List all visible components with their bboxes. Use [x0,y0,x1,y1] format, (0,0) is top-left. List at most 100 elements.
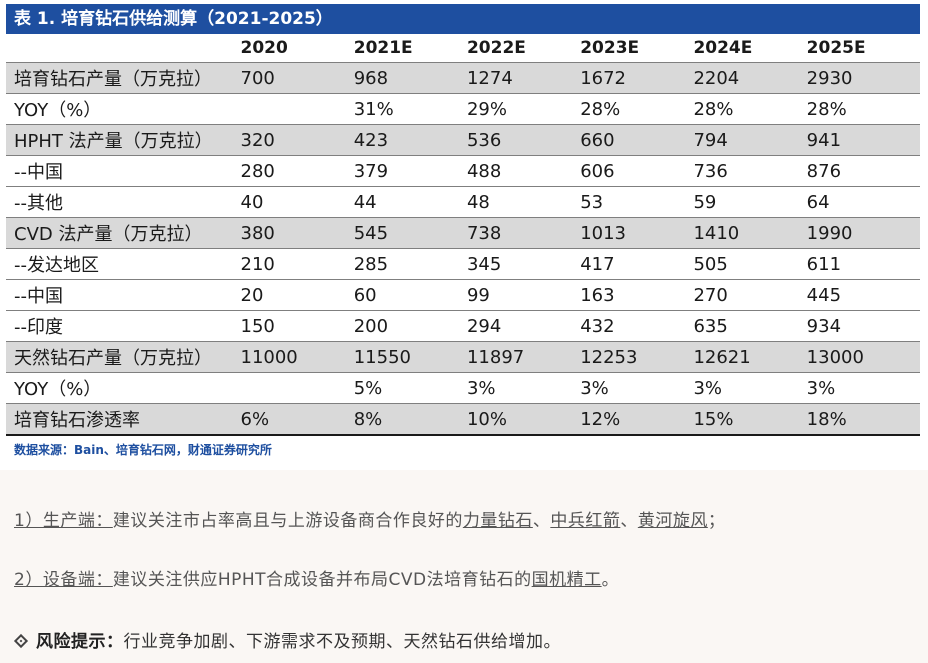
table-cell: 345 [466,248,581,280]
supply-table: 2020 2021E 2022E 2023E 2024E 2025E 培育钻石产… [6,34,920,436]
table-cell: 2930 [806,62,920,94]
notes-section: 1）生产端：建议关注市占率高且与上游设备商合作良好的力量钻石、中兵红箭、黄河旋风… [0,470,928,663]
row-label: --印度 [6,310,241,342]
table-row: --其他 40 44 48 53 59 64 [6,186,920,218]
table-row: 天然钻石产量（万克拉） 11000 11550 11897 12253 12621 1300… [6,341,920,373]
row-label: YOY（%） [6,93,241,125]
table-cell: 270 [693,279,807,311]
table-cell: 5% [353,372,467,404]
table-cell: 1274 [466,62,581,94]
table-cell: 635 [693,310,807,342]
stock-link[interactable]: 力量钻石 [462,511,533,531]
table-cell: 150 [240,310,354,342]
table-row: --中国 20 60 99 163 270 445 [6,279,920,311]
table-row: --发达地区 210 285 345 417 505 611 [6,248,920,280]
table-cell: 99 [466,279,581,311]
table-cell: 64 [806,186,920,218]
table-cell: 29% [466,93,581,125]
table-cell: 1410 [693,217,807,249]
table-cell: 736 [693,155,807,187]
table-cell: 1013 [580,217,694,249]
table-cell: 48 [466,186,581,218]
table-cell: 1990 [806,217,920,249]
table-header-row: 2020 2021E 2022E 2023E 2024E 2025E [6,34,920,63]
table-cell: 44 [353,186,467,218]
table-row: YOY（%） 31% 29% 28% 28% 28% [6,93,920,125]
table-row: --印度 150 200 294 432 635 934 [6,310,920,342]
table-cell: 18% [806,403,920,436]
table-cell: 40 [240,186,354,218]
header-cell: 2022E [466,38,526,58]
stock-link[interactable]: 国机精工 [531,570,602,590]
table-cell: 53 [580,186,694,218]
header-cell: 2021E [353,38,413,58]
note-prefix: 1）生产端： [14,511,113,531]
table-cell: 488 [466,155,581,187]
table-cell: 445 [806,279,920,311]
table-cell: 12253 [580,341,694,373]
table-cell: 432 [580,310,694,342]
row-label: --中国 [6,155,241,187]
table-cell: 700 [240,62,354,94]
table-cell: 294 [466,310,581,342]
table-title: 表 1. 培育钻石供给测算（2021-2025） [6,4,920,34]
note-text: 建议关注市占率高且与上游设备商合作良好的 [112,511,463,531]
stock-link[interactable]: 黄河旋风 [637,511,708,531]
table-cell: 285 [353,248,467,280]
table-cell: 28% [693,93,807,125]
note-end: 。 [601,570,620,590]
risk-heading: 风险提示： [36,632,124,652]
table-cell: 11000 [240,341,354,373]
table-cell: 3% [693,372,807,404]
row-label: --发达地区 [6,248,241,280]
table-cell: 6% [240,403,354,436]
table-body: 培育钻石产量（万克拉） 700 968 1274 1672 2204 2930 YOY（%） 3… [6,62,920,436]
table-cell: 59 [693,186,807,218]
table-cell: 12621 [693,341,807,373]
table-cell: 545 [353,217,467,249]
table-cell: 320 [240,124,354,156]
stock-link[interactable]: 中兵红箭 [550,511,621,531]
supply-table-block: 表 1. 培育钻石供给测算（2021-2025） 2020 2021E 2022… [6,4,920,436]
table-cell: 163 [580,279,694,311]
data-source: 数据来源：Bain、培育钻石网，财通证券研究所 [14,443,272,457]
table-cell: 606 [580,155,694,187]
diamond-bullet-icon [13,633,29,649]
table-row: 培育钻石产量（万克拉） 700 968 1274 1672 2204 2930 [6,62,920,94]
header-cell [6,34,241,63]
risk-text: 行业竞争加剧、下游需求不及预期、天然钻石供给增加。 [123,632,561,652]
table-cell: 934 [806,310,920,342]
table-cell: 28% [806,93,920,125]
row-label: 培育钻石渗透率 [6,403,241,436]
table-cell: 8% [353,403,467,436]
header-cell: 2025E [806,38,866,58]
table-cell: 505 [693,248,807,280]
table-cell: 60 [353,279,467,311]
row-label: YOY（%） [6,372,241,404]
row-label: HPHT 法产量（万克拉） [6,124,241,156]
table-cell: 10% [466,403,581,436]
table-cell: 3% [806,372,920,404]
note-prefix: 2）设备端： [14,570,113,590]
table-cell: 3% [466,372,581,404]
table-cell: 31% [353,93,467,125]
row-label: --中国 [6,279,241,311]
table-row: CVD 法产量（万克拉） 380 545 738 1013 1410 1990 [6,217,920,249]
table-cell: 1672 [580,62,694,94]
table-cell: 794 [693,124,807,156]
row-label: CVD 法产量（万克拉） [6,217,241,249]
table-cell: 380 [240,217,354,249]
table-cell: 20 [240,279,354,311]
table-cell: 423 [353,124,467,156]
table-cell: 738 [466,217,581,249]
row-label: --其他 [6,186,241,218]
table-cell: 2204 [693,62,807,94]
table-cell: 660 [580,124,694,156]
row-label: 天然钻石产量（万克拉） [6,341,241,373]
table-cell: 280 [240,155,354,187]
table-cell [240,372,354,404]
table-cell: 611 [806,248,920,280]
table-row: 培育钻石渗透率 6% 8% 10% 12% 15% 18% [6,403,920,436]
table-cell: 417 [580,248,694,280]
table-cell: 536 [466,124,581,156]
